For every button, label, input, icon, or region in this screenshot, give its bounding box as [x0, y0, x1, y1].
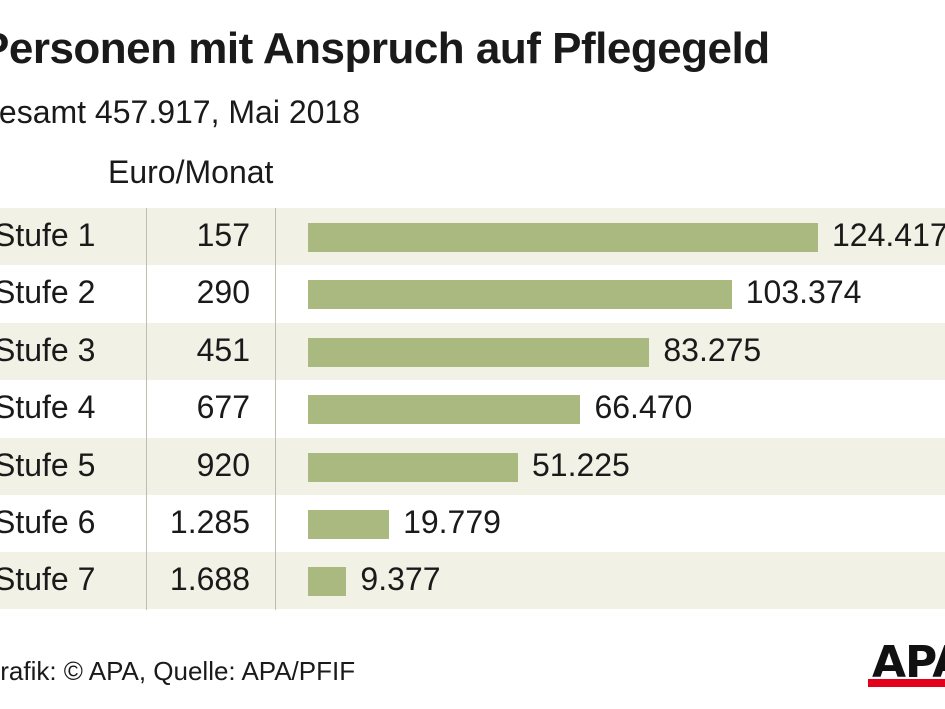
bar [308, 452, 518, 482]
column-divider-left [146, 208, 147, 610]
category-label: Stufe 1 [0, 217, 96, 253]
chart-title: Personen mit Anspruch auf Pflegegeld [0, 24, 770, 73]
euro-per-month-value: 1.688 [169, 561, 250, 598]
category-label: Stufe 3 [0, 331, 96, 368]
bar-value-label: 124.417 [832, 217, 945, 253]
category-label: Stufe 4 [0, 389, 96, 426]
source-note: Grafik: © APA, Quelle: APA/PFIF [0, 656, 356, 686]
table-row: Stufe 5 920 51.225 [0, 437, 945, 495]
apa-logo: APA [868, 641, 945, 687]
table-row: Stufe 7 1.688 9.377 [0, 552, 945, 610]
bar [308, 395, 581, 425]
table-row: Stufe 2 290 103.374 [0, 265, 945, 322]
bar-value-label: 51.225 [531, 446, 630, 483]
bar [308, 337, 650, 367]
euro-per-month-value: 157 [196, 217, 250, 253]
euro-per-month-value: 290 [196, 274, 250, 311]
category-label: Stufe 2 [0, 274, 96, 311]
chart-table: Stufe 1 157 124.417 Stufe 2 290 103.374 Stufe … [0, 208, 945, 610]
bar [308, 510, 390, 539]
bar [308, 280, 732, 310]
bar-value-label: 103.374 [745, 274, 862, 311]
bar [308, 223, 818, 252]
table-row: Stufe 3 451 83.275 [0, 322, 945, 380]
chart-subtitle: Gesamt 457.917, Mai 2018 [0, 94, 361, 130]
category-label: Stufe 7 [0, 561, 96, 598]
euro-per-month-value: 451 [196, 331, 250, 368]
euro-per-month-value: 1.285 [169, 504, 250, 540]
apa-logo-stripe [868, 679, 945, 687]
category-label: Stufe 6 [0, 504, 96, 540]
table-row: Stufe 4 677 66.470 [0, 380, 945, 437]
bar-value-label: 66.470 [594, 389, 693, 426]
table-row: Stufe 6 1.285 19.779 [0, 495, 945, 552]
euro-per-month-value: 677 [196, 389, 250, 426]
bar-value-label: 9.377 [360, 561, 441, 598]
euro-column-header: Euro/Monat [108, 154, 274, 190]
euro-per-month-value: 920 [196, 446, 250, 483]
bar-value-label: 19.779 [403, 504, 501, 540]
column-divider-right [275, 208, 276, 610]
table-row: Stufe 1 157 124.417 [0, 208, 945, 265]
category-label: Stufe 5 [0, 446, 96, 483]
bar [308, 567, 347, 597]
bar-value-label: 83.275 [663, 331, 762, 368]
